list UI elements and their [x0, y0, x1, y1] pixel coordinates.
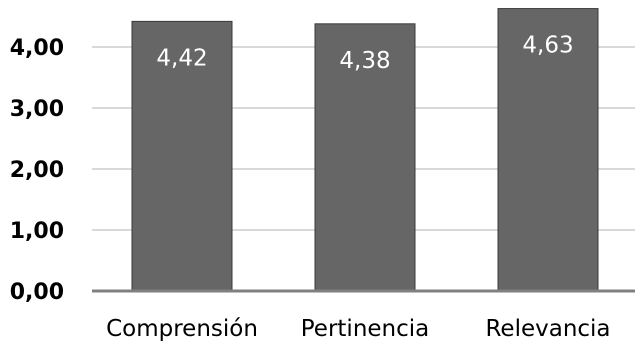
bar-value-label: 4,63 — [522, 33, 573, 59]
bar-value-label: 4,42 — [156, 45, 207, 71]
y-tick-label: 2,00 — [10, 158, 64, 183]
bars: 4,42 4,38 4,63 — [131, 8, 599, 292]
bar — [497, 8, 599, 292]
y-tick-label: 4,00 — [10, 36, 64, 61]
x-category-label: Pertinencia — [301, 316, 430, 342]
y-tick-label: 0,00 — [10, 280, 64, 305]
y-tick-label: 3,00 — [10, 97, 64, 122]
x-category-label: Comprensión — [106, 316, 258, 342]
y-tick-label: 1,00 — [10, 219, 64, 244]
x-axis-categories: Comprensión Pertinencia Relevancia — [106, 316, 610, 342]
bar — [131, 20, 233, 292]
y-axis-ticks: 0,00 1,00 2,00 3,00 4,00 — [10, 36, 64, 305]
bar-value-label: 4,38 — [339, 48, 390, 74]
x-category-label: Relevancia — [485, 316, 610, 342]
